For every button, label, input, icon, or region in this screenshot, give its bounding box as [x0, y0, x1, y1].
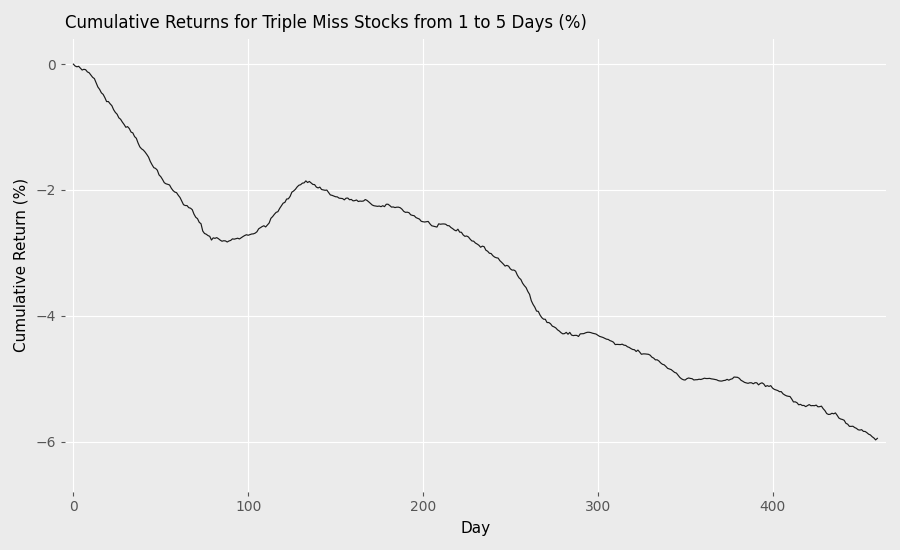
- Y-axis label: Cumulative Return (%): Cumulative Return (%): [14, 178, 29, 353]
- X-axis label: Day: Day: [460, 521, 491, 536]
- Text: Cumulative Returns for Triple Miss Stocks from 1 to 5 Days (%): Cumulative Returns for Triple Miss Stock…: [65, 14, 587, 32]
